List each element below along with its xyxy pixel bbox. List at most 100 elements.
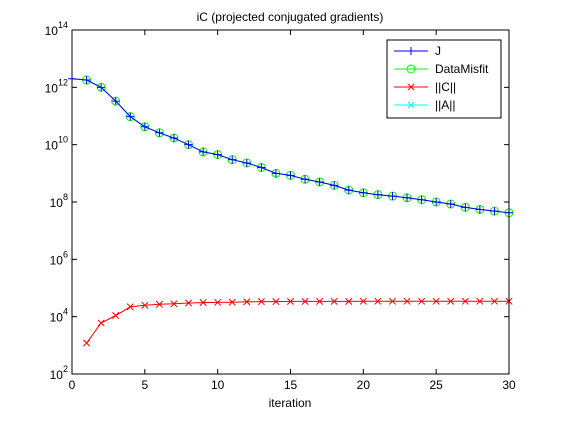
data-point-c xyxy=(359,297,367,305)
data-point-j xyxy=(155,128,164,137)
data-point-c xyxy=(272,298,280,306)
data-point-c xyxy=(112,311,120,320)
y-tick-exponent: 14 xyxy=(58,20,68,30)
legend-marker-a xyxy=(407,101,415,109)
data-point-c xyxy=(214,298,222,306)
legend: J DataMisfit ||C|| ||A|| xyxy=(386,39,502,119)
data-point-c xyxy=(155,300,163,308)
data-point-c xyxy=(199,299,207,307)
data-point-j xyxy=(417,195,426,204)
y-tick-label: 1012 xyxy=(45,77,68,95)
legend-label-a: ||A|| xyxy=(435,98,455,112)
data-point-j xyxy=(213,150,222,159)
y-tick-label: 104 xyxy=(50,307,68,325)
data-point-j xyxy=(461,203,470,212)
data-point-j xyxy=(475,205,484,214)
data-point-j xyxy=(301,175,310,184)
y-tick-base: 10 xyxy=(50,311,64,325)
legend-label-j: J xyxy=(435,44,441,58)
data-point-c xyxy=(97,319,105,327)
data-point-c xyxy=(388,297,397,305)
data-point-c xyxy=(403,297,411,305)
y-tick-exponent: 10 xyxy=(58,135,68,145)
y-tick-label: 1010 xyxy=(45,135,68,153)
data-point-c xyxy=(257,298,265,306)
data-point-c xyxy=(345,297,353,305)
data-point-c xyxy=(432,297,440,305)
x-tick-label: 0 xyxy=(69,378,76,392)
x-tick-label: 5 xyxy=(141,378,148,392)
data-point-c xyxy=(170,300,178,308)
data-point-j xyxy=(184,140,193,149)
data-point-c xyxy=(461,297,469,305)
data-point-j xyxy=(286,171,295,180)
data-point-c xyxy=(330,297,338,305)
chart-title: iC (projected conjugated gradients) xyxy=(197,10,384,24)
data-point-c xyxy=(476,297,484,305)
data-point-j xyxy=(257,163,266,172)
data-point-c xyxy=(301,297,309,305)
data-point-j xyxy=(432,198,441,206)
data-point-c xyxy=(83,339,91,347)
data-point-j xyxy=(403,193,412,202)
y-tick-label: 102 xyxy=(50,364,68,382)
series-j xyxy=(68,74,513,217)
series-line-c xyxy=(86,300,509,344)
data-point-j xyxy=(344,186,353,195)
data-point-j xyxy=(373,190,382,199)
x-axis-label: iteration xyxy=(269,396,312,410)
x-tick-label: 10 xyxy=(211,378,225,392)
legend-item-a: ||A|| xyxy=(394,98,455,112)
x-tick-label: 30 xyxy=(502,378,516,392)
legend-label-c: ||C|| xyxy=(435,80,456,94)
data-point-j xyxy=(169,134,178,143)
y-tick-base: 10 xyxy=(45,24,59,38)
x-tick-label: 20 xyxy=(357,378,371,392)
y-tick-label: 108 xyxy=(50,192,68,210)
data-point-j xyxy=(82,76,91,85)
data-point-c xyxy=(126,303,134,311)
data-point-c xyxy=(316,297,324,305)
legend-marker-j xyxy=(407,47,415,55)
data-point-c xyxy=(184,299,193,307)
data-point-j xyxy=(140,122,149,131)
data-point-j xyxy=(111,97,120,106)
data-point-c xyxy=(447,297,455,305)
data-point-j xyxy=(315,177,324,186)
y-tick-exponent: 2 xyxy=(63,364,68,374)
y-tick-base: 10 xyxy=(45,139,59,153)
data-point-j xyxy=(242,158,251,167)
data-point-c xyxy=(418,297,426,305)
y-tick-base: 10 xyxy=(50,253,64,267)
data-point-j xyxy=(359,188,368,197)
x-tick-label: 15 xyxy=(284,378,298,392)
y-tick-base: 10 xyxy=(50,196,64,210)
data-point-j xyxy=(199,147,208,156)
data-point-j xyxy=(490,207,499,216)
data-point-j xyxy=(97,83,106,92)
data-point-j xyxy=(388,192,397,201)
data-point-j xyxy=(330,181,339,190)
data-point-j xyxy=(228,155,237,164)
y-tick-exponent: 12 xyxy=(58,77,68,87)
data-point-j xyxy=(126,112,135,121)
data-point-c xyxy=(374,297,382,305)
y-tick-exponent: 8 xyxy=(63,192,68,202)
legend-item-j: J xyxy=(394,44,441,58)
y-tick-label: 1014 xyxy=(45,20,68,38)
y-tick-exponent: 6 xyxy=(63,249,68,259)
y-tick-exponent: 4 xyxy=(63,307,68,317)
legend-item-datamisfit: DataMisfit xyxy=(394,62,489,76)
data-point-c xyxy=(490,297,498,305)
axes-box xyxy=(71,29,510,375)
data-point-j xyxy=(446,200,455,209)
data-point-c xyxy=(286,297,295,305)
y-tick-base: 10 xyxy=(45,81,59,95)
legend-marker-datamisfit xyxy=(406,64,416,74)
x-tick-label: 25 xyxy=(429,378,443,392)
legend-item-c: ||C|| xyxy=(394,80,456,94)
legend-marker-c xyxy=(407,83,415,91)
data-point-c xyxy=(243,298,251,306)
